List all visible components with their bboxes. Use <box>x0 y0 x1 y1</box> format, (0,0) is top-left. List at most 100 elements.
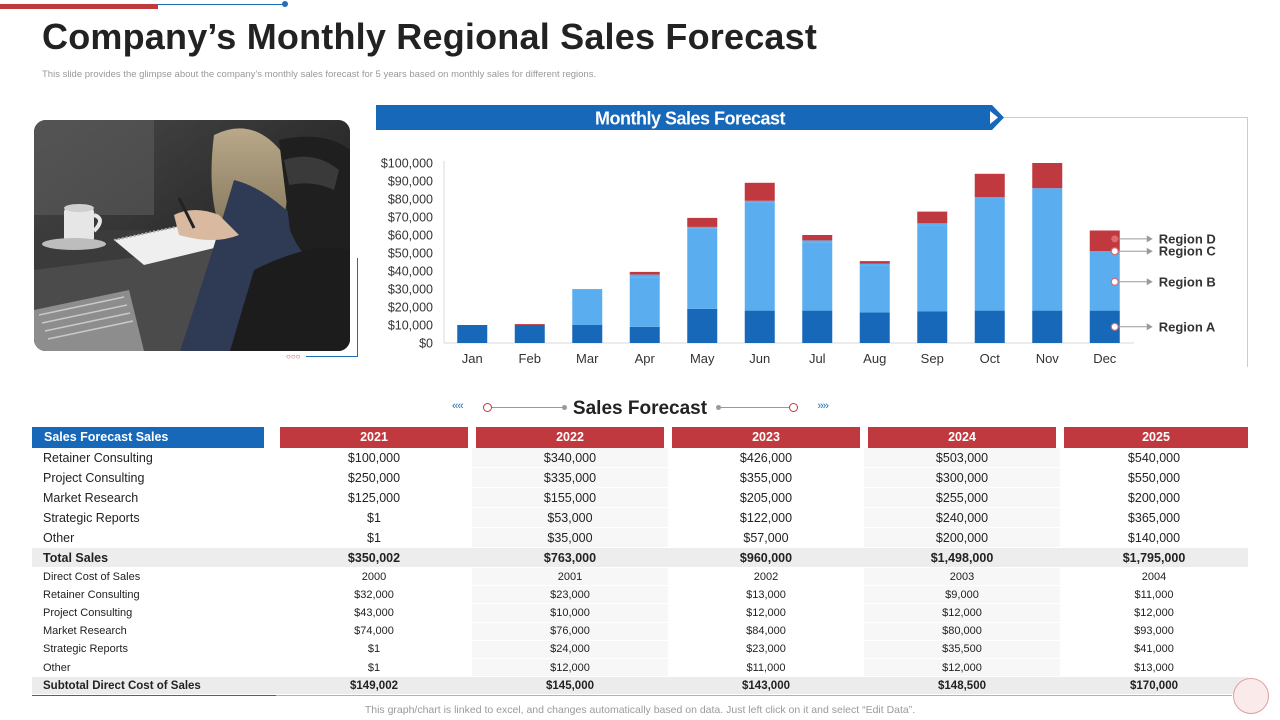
row-label: Other <box>32 659 276 678</box>
table-cell: $1 <box>276 640 472 659</box>
bar-segment <box>572 325 603 343</box>
bar-segment <box>572 289 603 290</box>
table-cell: $763,000 <box>472 548 668 568</box>
dot-icon <box>716 405 721 410</box>
bar-segment <box>1089 251 1120 253</box>
photo-frame-line <box>306 356 358 357</box>
table-cell: $155,000 <box>472 488 668 508</box>
legend-arrow <box>1146 235 1153 243</box>
chevrons-right-icon: ›››› <box>817 400 829 412</box>
bar-segment <box>974 197 1005 199</box>
legend-arrow <box>1146 247 1153 255</box>
table-cell: $84,000 <box>668 622 864 641</box>
table-cell: $12,000 <box>1060 604 1248 623</box>
table-cell: $200,000 <box>1060 488 1248 508</box>
x-tick-label: Aug <box>863 351 886 366</box>
table-row: Project Consulting $43,000 $10,000 $12,0… <box>32 604 1248 623</box>
table-cell: $35,500 <box>864 640 1060 659</box>
table-cell: $35,000 <box>472 528 668 548</box>
table-cell: $74,000 <box>276 622 472 641</box>
x-tick-label: Nov <box>1036 351 1060 366</box>
y-tick-label: $10,000 <box>388 319 433 333</box>
table-cell: $12,000 <box>864 658 1060 678</box>
bar-segment <box>917 311 948 343</box>
table-cell: $12,000 <box>668 604 864 623</box>
table-cell: $250,000 <box>276 468 472 488</box>
bar-segment <box>1032 310 1063 343</box>
table-cell: $365,000 <box>1060 508 1248 528</box>
top-accent-dot <box>282 1 288 7</box>
bar-segment <box>687 228 718 309</box>
row-label: Other <box>32 528 276 548</box>
legend-marker <box>1110 277 1119 286</box>
chart-title: Monthly Sales Forecast <box>595 109 786 129</box>
table-cell: $125,000 <box>276 488 472 508</box>
bar-segment <box>859 265 890 313</box>
table-cell: $24,000 <box>472 640 668 659</box>
table-cell: $240,000 <box>864 508 1060 528</box>
bar-segment <box>1032 188 1063 311</box>
slide-subtitle: This slide provides the glimpse about th… <box>42 69 597 80</box>
sales-forecast-title: Sales Forecast <box>572 398 708 419</box>
table-row: Market Research $74,000 $76,000 $84,000 … <box>32 622 1248 641</box>
row-label: Total Sales <box>32 548 276 568</box>
row-label: Strategic Reports <box>32 508 276 528</box>
table-cell: $41,000 <box>1060 640 1248 659</box>
table-cell: $122,000 <box>668 508 864 528</box>
bar-segment <box>744 202 775 311</box>
bar-segment <box>744 310 775 343</box>
monthly-sales-chart: Monthly Sales Forecast $0 $10,000 $20,000 $… <box>372 104 1252 368</box>
x-tick-label: Apr <box>635 351 656 366</box>
table-cell: $335,000 <box>472 468 668 488</box>
table-cell: $355,000 <box>668 468 864 488</box>
table-cell: $426,000 <box>668 448 864 468</box>
table-cell: $93,000 <box>1060 622 1248 641</box>
x-axis: Jan Feb Mar Apr May Jun Jul Aug Sep Oct Nov Dec <box>462 351 1117 366</box>
table-row: Strategic Reports $1 $53,000 $122,000 $2… <box>32 508 1248 528</box>
row-label: Market Research <box>32 488 276 508</box>
table-cell: $550,000 <box>1060 468 1248 488</box>
legend-marker <box>1111 235 1119 243</box>
table-cell: $43,000 <box>276 604 472 623</box>
row-label: Strategic Reports <box>32 641 276 659</box>
bar-series <box>457 163 1120 343</box>
table-cell: $140,000 <box>1060 528 1248 548</box>
x-tick-label: Mar <box>576 351 599 366</box>
decorative-dots: ○○○ <box>286 352 301 361</box>
table-cell: 2003 <box>864 568 1060 587</box>
x-tick-label: Jan <box>462 351 483 366</box>
y-tick-label: $0 <box>419 337 433 351</box>
table-cell: $100,000 <box>276 448 472 468</box>
table-cell: $32,000 <box>276 586 472 605</box>
sales-forecast-table: Sales Forecast Sales 2021 2022 2023 2024… <box>32 427 1248 696</box>
row-label: Retainer Consulting <box>32 586 276 605</box>
x-tick-label: Sep <box>921 351 944 366</box>
x-tick-label: Jul <box>809 351 826 366</box>
table-header-row: Sales Forecast Sales 2021 2022 2023 2024… <box>32 427 1248 448</box>
bar-segment <box>687 217 718 227</box>
x-tick-label: May <box>690 351 715 366</box>
top-accent-bar <box>0 4 158 9</box>
ring-icon <box>789 403 798 412</box>
chart-canvas: Monthly Sales Forecast $0$10,000$20,000$… <box>376 105 1216 366</box>
ring-icon <box>483 403 492 412</box>
x-tick-label: Jun <box>749 351 770 366</box>
x-tick-label: Oct <box>980 351 1001 366</box>
table-cell: $960,000 <box>668 548 864 568</box>
table-cell: $1 <box>276 658 472 678</box>
table-cell: $11,000 <box>1060 586 1248 605</box>
table-cell: $503,000 <box>864 448 1060 468</box>
heading-line <box>492 407 564 408</box>
table-cell: $53,000 <box>472 508 668 528</box>
bar-segment <box>917 211 948 224</box>
table-cell: $350,002 <box>276 548 472 568</box>
bar-segment <box>974 310 1005 343</box>
table-cell: $149,002 <box>276 677 472 696</box>
table-cell: $255,000 <box>864 488 1060 508</box>
bar-segment <box>514 324 545 325</box>
legend-arrow <box>1146 278 1153 286</box>
bar-segment <box>744 200 775 203</box>
table-cell: $200,000 <box>864 528 1060 548</box>
table-cell: $11,000 <box>668 658 864 678</box>
bar-segment <box>802 242 833 311</box>
